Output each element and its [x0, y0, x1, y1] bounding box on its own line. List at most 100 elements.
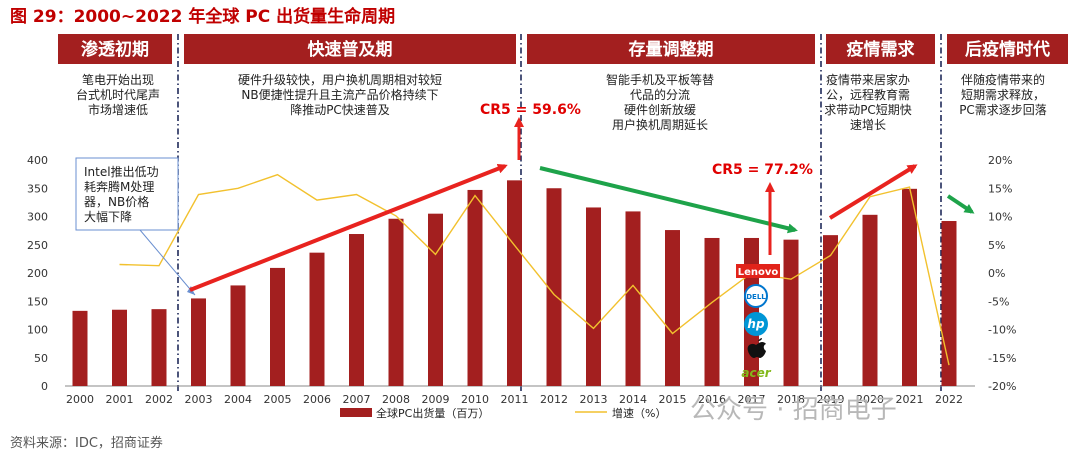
- phase-desc-line: 短期需求释放，: [961, 87, 1045, 102]
- x-tick-label: 2000: [66, 393, 94, 406]
- bar-2001: [112, 309, 127, 386]
- bar-2020: [862, 214, 878, 386]
- acer-logo-text: acer: [741, 366, 771, 380]
- phase-desc-line: 用户换机周期延长: [612, 117, 708, 132]
- intel-annotation-box: [75, 157, 179, 231]
- legend-line-label: 增速（%）: [612, 406, 666, 420]
- y2-tick-label: 10%: [988, 211, 1012, 224]
- brand-logos: Lenovo DELL hp acer: [736, 264, 780, 380]
- bar-2009: [428, 213, 443, 386]
- bar-2000: [72, 310, 88, 386]
- phase-label-2: 快速普及期: [308, 39, 393, 60]
- phase-desc-line: 硬件升级较快，用户换机周期相对较短: [238, 72, 442, 87]
- bar-2005: [270, 267, 285, 386]
- chart-title: 图 29：2000~2022 年全球 PC 出货量生命周期: [10, 6, 395, 27]
- growth-rate-line: [119, 173, 950, 366]
- x-tick-label: 2022: [935, 393, 963, 406]
- bar-2011: [507, 180, 522, 386]
- x-tick-label: 2010: [461, 393, 489, 406]
- hp-logo-text: hp: [747, 317, 765, 331]
- legend-bar-swatch: [340, 408, 372, 417]
- phase-desc-line: 智能手机及平板等替: [606, 72, 714, 87]
- y2-tick-label: 5%: [988, 239, 1005, 252]
- y2-tick-label: -5%: [988, 295, 1009, 308]
- phase-desc-line: NB便捷性提升且主流产品价格持续下: [241, 87, 438, 102]
- x-tick-label: 2020: [856, 393, 884, 406]
- x-tick-label: 2016: [698, 393, 726, 406]
- phase-header-1: [58, 34, 172, 64]
- phase-desc-line: PC需求逐步回落: [959, 103, 1047, 117]
- bar-2018: [783, 239, 799, 386]
- x-tick-label: 2014: [619, 393, 647, 406]
- y-axis-left: 0 50 100 150 200 250 300 350 400: [27, 154, 48, 393]
- y-tick-label: 300: [27, 211, 48, 224]
- bar-2002: [151, 309, 167, 386]
- cr5-label-2011: CR5 = 59.6%: [480, 102, 581, 118]
- phase-header-5: [947, 34, 1068, 64]
- decline-trend-arrow: [539, 166, 798, 234]
- y-tick-label: 0: [41, 380, 48, 393]
- phase-headers: 渗透初期 快速普及期 存量调整期 疫情需求 后疫情时代: [58, 34, 1068, 64]
- phase-desc-line: 硬件创新放缓: [624, 102, 696, 117]
- x-axis-ticks: 2000 2001 2002 2003 2004 2005 2006 2007 2008 2009…: [66, 393, 963, 406]
- bar-2008: [388, 218, 404, 386]
- bar-2021: [902, 188, 917, 386]
- bar-2019: [823, 235, 838, 386]
- bar-2014: [625, 211, 641, 386]
- y2-tick-label: 20%: [988, 154, 1012, 167]
- phase-desc-line: 代品的分流: [630, 87, 690, 102]
- phase-desc-line: 疫情带来居家办: [826, 72, 910, 87]
- x-tick-label: 2012: [540, 393, 568, 406]
- annotation-line: 器，NB价格: [84, 194, 149, 209]
- phase-desc-line: 降推动PC快速普及: [290, 103, 390, 117]
- bar-2012: [546, 188, 562, 386]
- cr5-label-2017: CR5 = 77.2%: [712, 162, 813, 178]
- bar-2010: [467, 189, 483, 386]
- y-tick-label: 250: [27, 239, 48, 252]
- x-tick-label: 2017: [738, 393, 766, 406]
- phase-desc-line: 笔电开始出现: [82, 72, 154, 87]
- x-tick-label: 2009: [422, 393, 450, 406]
- phase-header-3: [527, 34, 815, 64]
- phase-desc-line: 速增长: [850, 118, 886, 132]
- dell-logo: [744, 284, 768, 308]
- y-tick-label: 400: [27, 154, 48, 167]
- x-tick-label: 2019: [817, 393, 845, 406]
- x-tick-label: 2001: [106, 393, 134, 406]
- phase-label-3: 存量调整期: [629, 39, 714, 60]
- phase-desc-line: 台式机时代尾声: [76, 87, 160, 102]
- phase-desc-line: 伴随疫情带来的: [961, 72, 1045, 87]
- x-tick-label: 2018: [777, 393, 805, 406]
- y-tick-label: 50: [34, 352, 48, 365]
- x-tick-label: 2015: [659, 393, 687, 406]
- bar-2016: [704, 237, 720, 386]
- phase-label-1: 渗透初期: [81, 39, 149, 60]
- bar-2007: [349, 234, 364, 386]
- x-tick-label: 2003: [185, 393, 213, 406]
- y-tick-label: 200: [27, 267, 48, 280]
- hp-logo: [744, 312, 768, 336]
- legend: 全球PC出货量（百万） 增速（%）: [340, 406, 666, 420]
- bar-2006: [309, 252, 325, 386]
- x-tick-label: 2002: [145, 393, 173, 406]
- phase-desc-line: 求带动PC短期快: [824, 103, 912, 117]
- phase-header-2: [184, 34, 516, 64]
- phase-desc-line: 公，远程教育需: [826, 87, 910, 102]
- y-tick-label: 350: [27, 182, 48, 195]
- y-tick-label: 100: [27, 324, 48, 337]
- bar-2013: [586, 207, 601, 386]
- bar-2022: [941, 221, 957, 386]
- x-tick-label: 2008: [382, 393, 410, 406]
- y2-tick-label: -15%: [988, 352, 1016, 365]
- source-note: 资料来源：IDC，招商证券: [10, 435, 163, 451]
- phase-header-4: [826, 34, 935, 64]
- bar-2004: [230, 285, 246, 386]
- x-tick-label: 2007: [343, 393, 371, 406]
- apple-logo-icon: [747, 338, 766, 358]
- annotation-pointer: [139, 229, 196, 296]
- phase-label-4: 疫情需求: [847, 39, 915, 60]
- x-tick-label: 2021: [896, 393, 924, 406]
- dell-logo-text: DELL: [746, 293, 766, 301]
